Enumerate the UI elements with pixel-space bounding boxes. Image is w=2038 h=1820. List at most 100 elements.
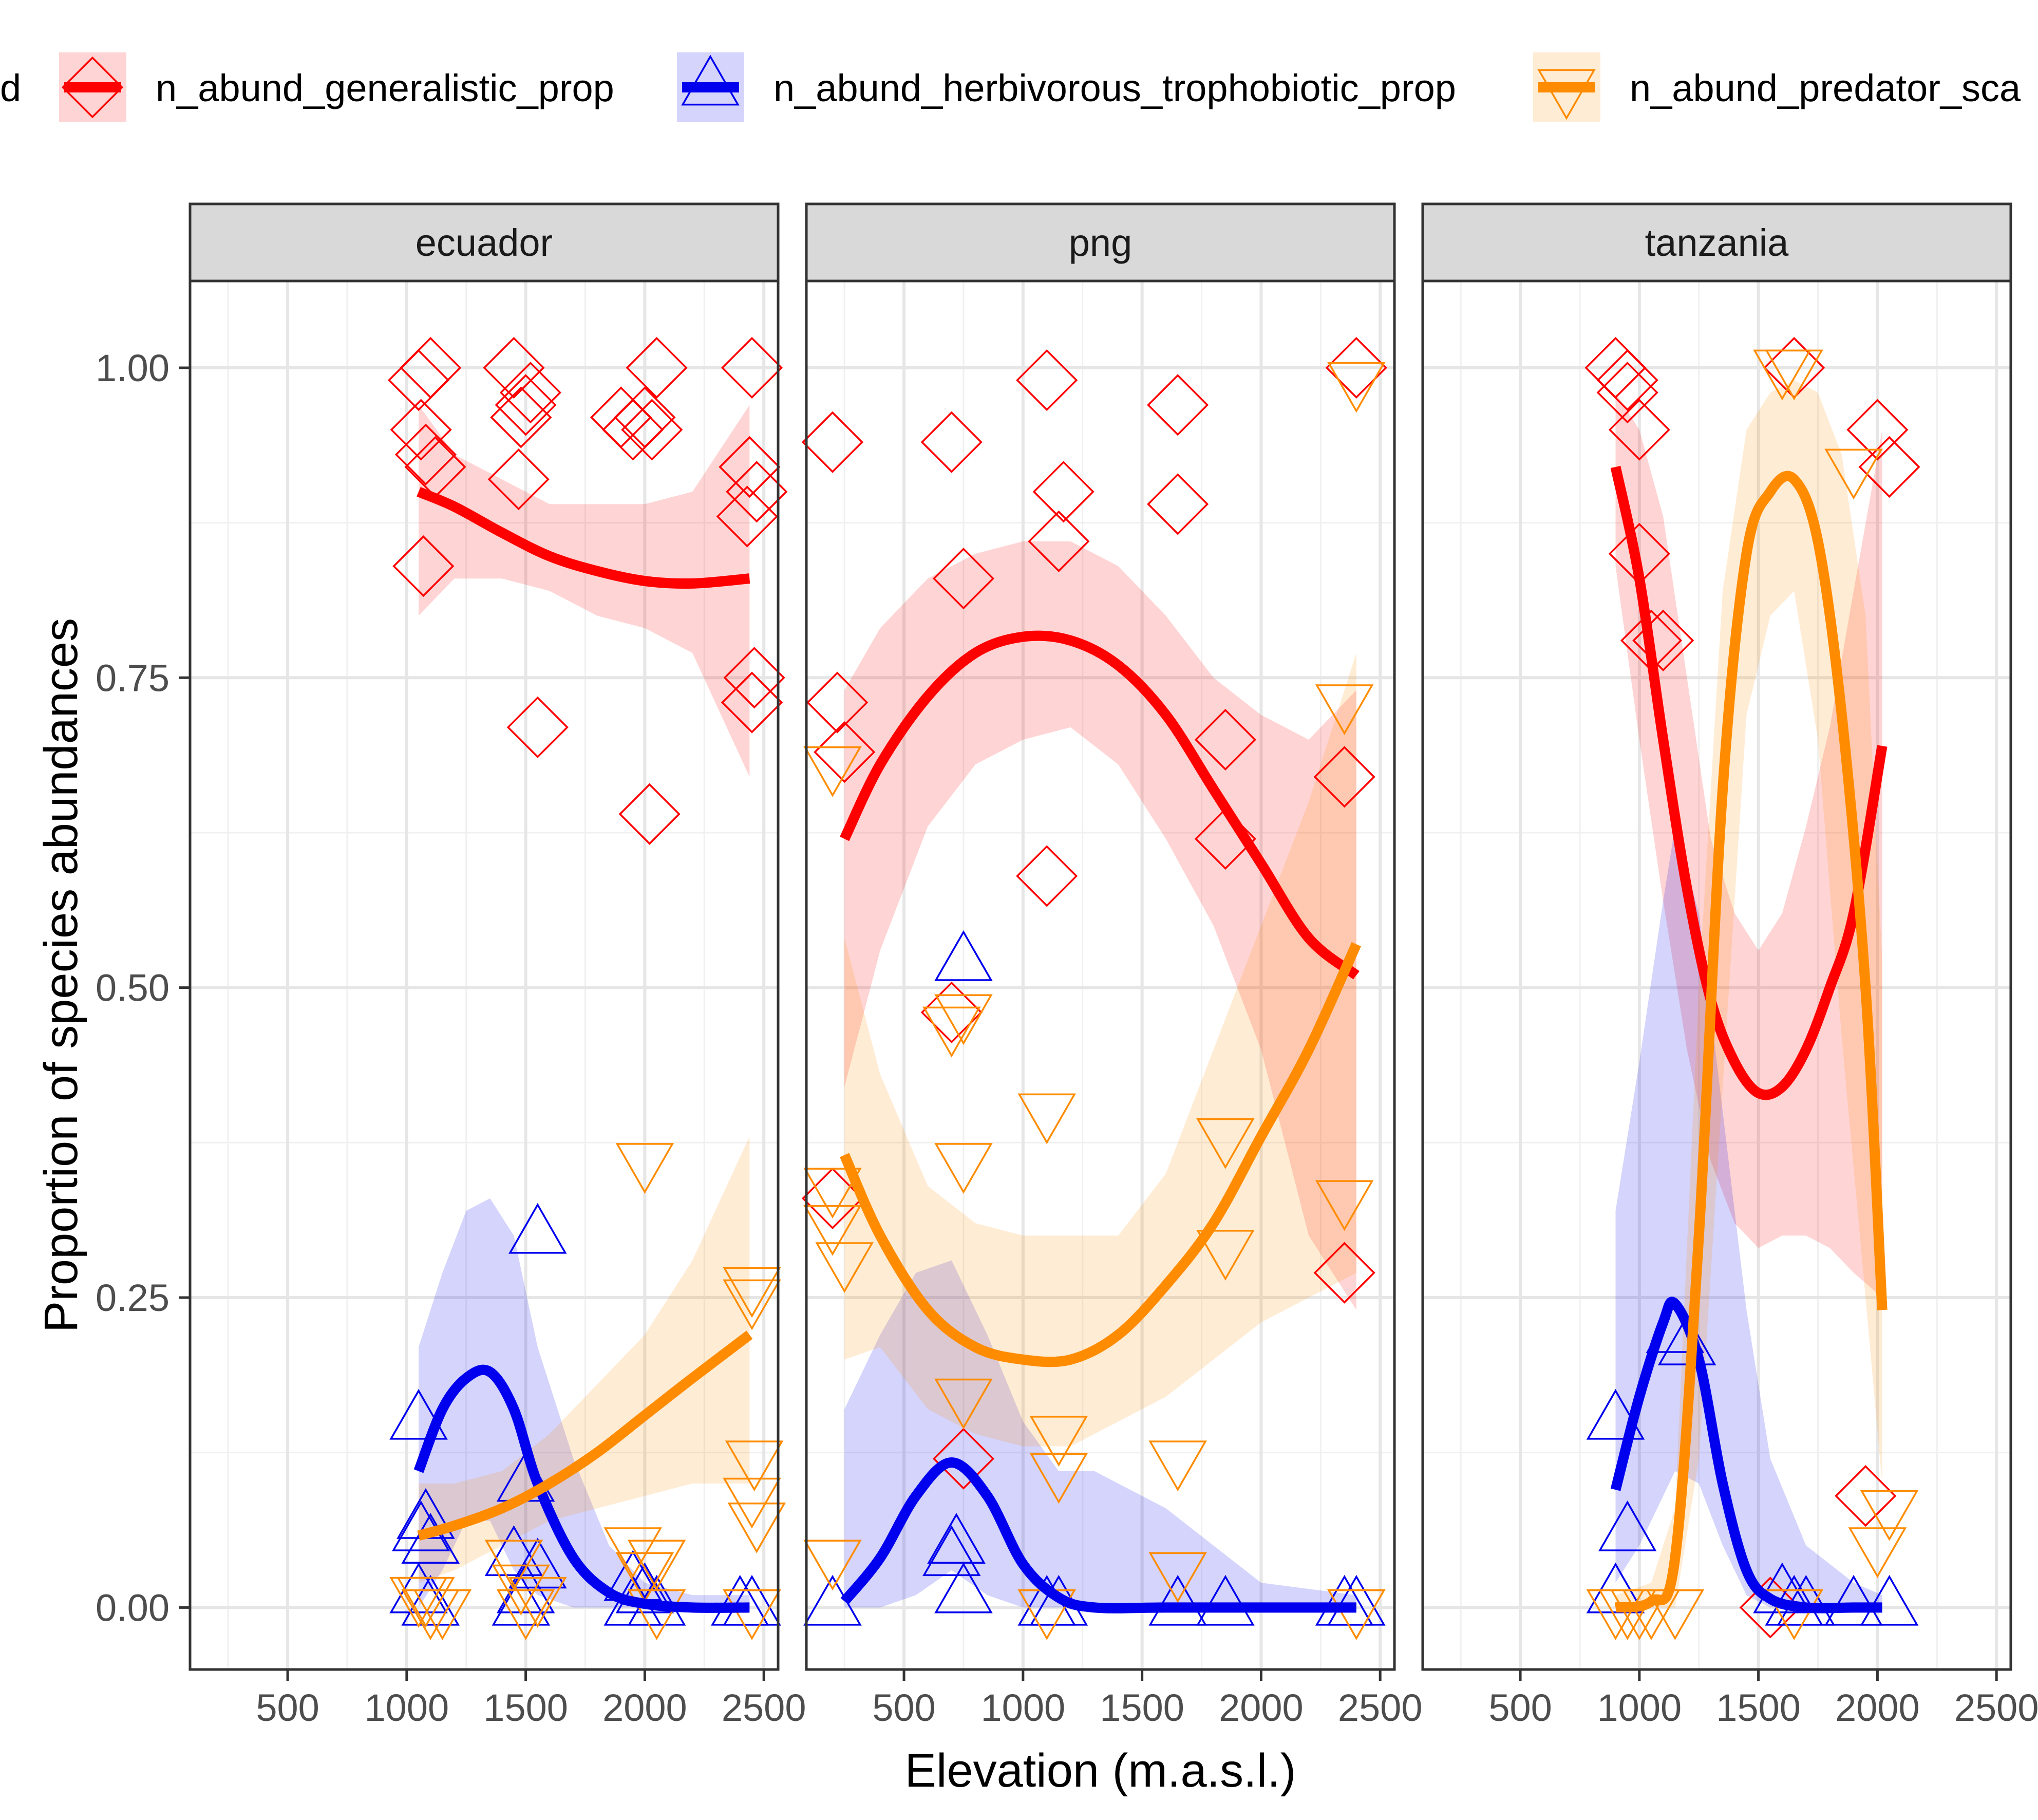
data-point-n_abund_predator_sca xyxy=(1753,349,1811,401)
data-point-n_abund_generalistic_prop xyxy=(487,448,550,511)
data-point-n_abund_generalistic_prop xyxy=(1858,436,1920,498)
x-tick-label: 1000 xyxy=(365,1686,449,1729)
data-point-n_abund_generalistic_prop xyxy=(801,1167,864,1229)
data-point-n_abund_herbivorous_trophobiotic_prop xyxy=(508,1537,567,1589)
data-point-n_abund_generalistic_prop xyxy=(920,411,983,473)
data-point-n_abund_predator_sca xyxy=(723,1589,781,1640)
facet-strip xyxy=(188,202,780,283)
y-tick-label: 0.00 xyxy=(96,1586,169,1629)
data-point-n_abund_generalistic_prop xyxy=(1147,374,1209,436)
data-point-n_abund_generalistic_prop xyxy=(726,461,788,523)
data-point-n_abund_generalistic_prop xyxy=(814,721,876,783)
data-point-n_abund_predator_sca xyxy=(1315,684,1374,736)
data-point-n_abund_generalistic_prop xyxy=(721,336,783,399)
data-point-n_abund_predator_sca xyxy=(803,1540,862,1591)
legend-label: n_abund_predator_sca xyxy=(1630,67,2021,109)
data-point-n_abund_generalistic_prop xyxy=(394,423,457,485)
x-tick-label: 500 xyxy=(1488,1686,1552,1729)
data-point-n_abund_herbivorous_trophobiotic_prop xyxy=(615,1562,674,1613)
x-tick-label: 500 xyxy=(872,1686,935,1729)
x-tick-label: 2500 xyxy=(1338,1686,1423,1729)
data-point-n_abund_predator_sca xyxy=(922,1006,981,1058)
data-point-n_abund_generalistic_prop xyxy=(1313,1242,1375,1304)
data-point-n_abund_predator_sca xyxy=(1196,1118,1255,1169)
confidence-band-n_abund_predator_sca xyxy=(1615,380,1882,1608)
data-point-n_abund_predator_sca xyxy=(615,1143,674,1194)
data-point-n_abund_predator_sca xyxy=(508,1577,567,1628)
data-point-n_abund_generalistic_prop xyxy=(719,436,781,498)
data-point-n_abund_predator_sca xyxy=(496,1589,555,1640)
data-point-n_abund_herbivorous_trophobiotic_prop xyxy=(401,1513,460,1564)
data-point-n_abund_generalistic_prop xyxy=(1835,1465,1897,1527)
x-tick-label: 500 xyxy=(256,1686,319,1729)
data-point-n_abund_predator_sca xyxy=(615,1552,674,1603)
data-point-n_abund_predator_sca xyxy=(1196,1230,1255,1281)
data-point-n_abund_generalistic_prop xyxy=(1313,746,1375,808)
legend-key-marker xyxy=(681,54,740,106)
data-point-n_abund_generalistic_prop xyxy=(495,374,557,436)
data-point-n_abund_herbivorous_trophobiotic_prop xyxy=(401,1574,460,1626)
data-point-n_abund_generalistic_prop xyxy=(716,485,778,548)
data-point-n_abund_herbivorous_trophobiotic_prop xyxy=(723,1574,781,1626)
data-point-n_abund_predator_sca xyxy=(492,1564,551,1616)
data-point-n_abund_generalistic_prop xyxy=(1325,336,1387,399)
data-point-n_abund_generalistic_prop xyxy=(1596,349,1658,411)
data-point-n_abund_predator_sca xyxy=(803,1205,862,1256)
data-point-n_abund_herbivorous_trophobiotic_prop xyxy=(1860,1574,1919,1626)
data-point-n_abund_predator_sca xyxy=(1148,1440,1207,1492)
data-point-n_abund_herbivorous_trophobiotic_prop xyxy=(922,1525,981,1577)
data-point-n_abund_herbivorous_trophobiotic_prop xyxy=(934,1562,993,1613)
data-point-n_abund_predator_sca xyxy=(627,1540,686,1591)
data-point-n_abund_generalistic_prop xyxy=(483,336,545,399)
fit-line-n_abund_generalistic_prop xyxy=(417,487,750,589)
x-tick-label: 2500 xyxy=(1954,1686,2038,1729)
legend-entry-n_abund_predator_sca: n_abund_predator_sca xyxy=(1533,52,2021,122)
confidence-band-n_abund_herbivorous_trophobiotic_prop xyxy=(1615,826,1882,1608)
data-point-n_abund_predator_sca xyxy=(1315,1180,1374,1231)
facet-panel-ecuador: ecuador 500 1000 1500 2000 2500 xyxy=(188,202,806,1729)
data-point-n_abund_predator_sca xyxy=(934,994,993,1045)
data-point-n_abund_predator_sca xyxy=(1029,1453,1088,1504)
data-point-n_abund_predator_sca xyxy=(725,1440,784,1492)
data-point-n_abund_generalistic_prop xyxy=(1194,808,1256,870)
data-point-n_abund_herbivorous_trophobiotic_prop xyxy=(927,1513,986,1564)
fit-line-n_abund_predator_sca xyxy=(840,942,1361,1367)
y-tick-label: 1.00 xyxy=(96,347,169,389)
confidence-band-n_abund_predator_sca xyxy=(844,653,1356,1447)
legend-label: n_abund_generalistic_prop xyxy=(156,67,614,109)
data-point-n_abund_predator_sca xyxy=(934,1143,993,1194)
data-point-n_abund_generalistic_prop xyxy=(621,399,683,461)
data-point-n_abund_generalistic_prop xyxy=(1739,1577,1801,1639)
confidence-band-n_abund_generalistic_prop xyxy=(844,541,1356,1310)
data-point-n_abund_herbivorous_trophobiotic_prop xyxy=(492,1574,551,1626)
data-point-n_abund_herbivorous_trophobiotic_prop xyxy=(1327,1574,1386,1626)
legend-key-marker xyxy=(1537,69,1596,120)
data-point-n_abund_generalistic_prop xyxy=(1016,349,1078,411)
data-point-n_abund_herbivorous_trophobiotic_prop xyxy=(508,1203,567,1254)
data-point-n_abund_predator_sca xyxy=(815,1242,874,1293)
data-point-n_abund_predator_sca xyxy=(723,1279,781,1330)
y-tick-label: 0.50 xyxy=(96,967,169,1009)
legend-entry-n_abund_generalistic_prop: n_abund_generalistic_prop xyxy=(59,52,614,122)
data-point-n_abund_herbivorous_trophobiotic_prop xyxy=(1598,1500,1657,1551)
facet-strip-label: tanzania xyxy=(1645,221,1789,264)
data-point-n_abund_predator_sca xyxy=(1017,1093,1076,1144)
data-point-n_abund_generalistic_prop xyxy=(723,647,785,709)
data-point-n_abund_predator_sca xyxy=(1327,1589,1386,1640)
legend-key-marker xyxy=(61,56,124,119)
data-point-n_abund_herbivorous_trophobiotic_prop xyxy=(1148,1574,1207,1626)
x-tick-label: 2000 xyxy=(1219,1686,1304,1729)
data-point-n_abund_generalistic_prop xyxy=(1147,473,1209,535)
fit-line-n_abund_predator_sca xyxy=(417,1330,753,1541)
data-point-n_abund_herbivorous_trophobiotic_prop xyxy=(934,930,993,981)
y-tick-label: 0.75 xyxy=(96,656,169,699)
data-point-n_abund_herbivorous_trophobiotic_prop xyxy=(484,1525,543,1577)
data-point-n_abund_predator_sca xyxy=(1646,1589,1705,1640)
data-point-n_abund_predator_sca xyxy=(1148,1552,1207,1603)
fit-line-n_abund_herbivorous_trophobiotic_prop xyxy=(413,1364,750,1613)
data-point-n_abund_generalistic_prop xyxy=(920,981,983,1043)
facet-strip-label: png xyxy=(1069,221,1132,264)
data-point-n_abund_generalistic_prop xyxy=(932,548,995,610)
fit-line-n_abund_herbivorous_trophobiotic_prop xyxy=(1610,1297,1882,1613)
